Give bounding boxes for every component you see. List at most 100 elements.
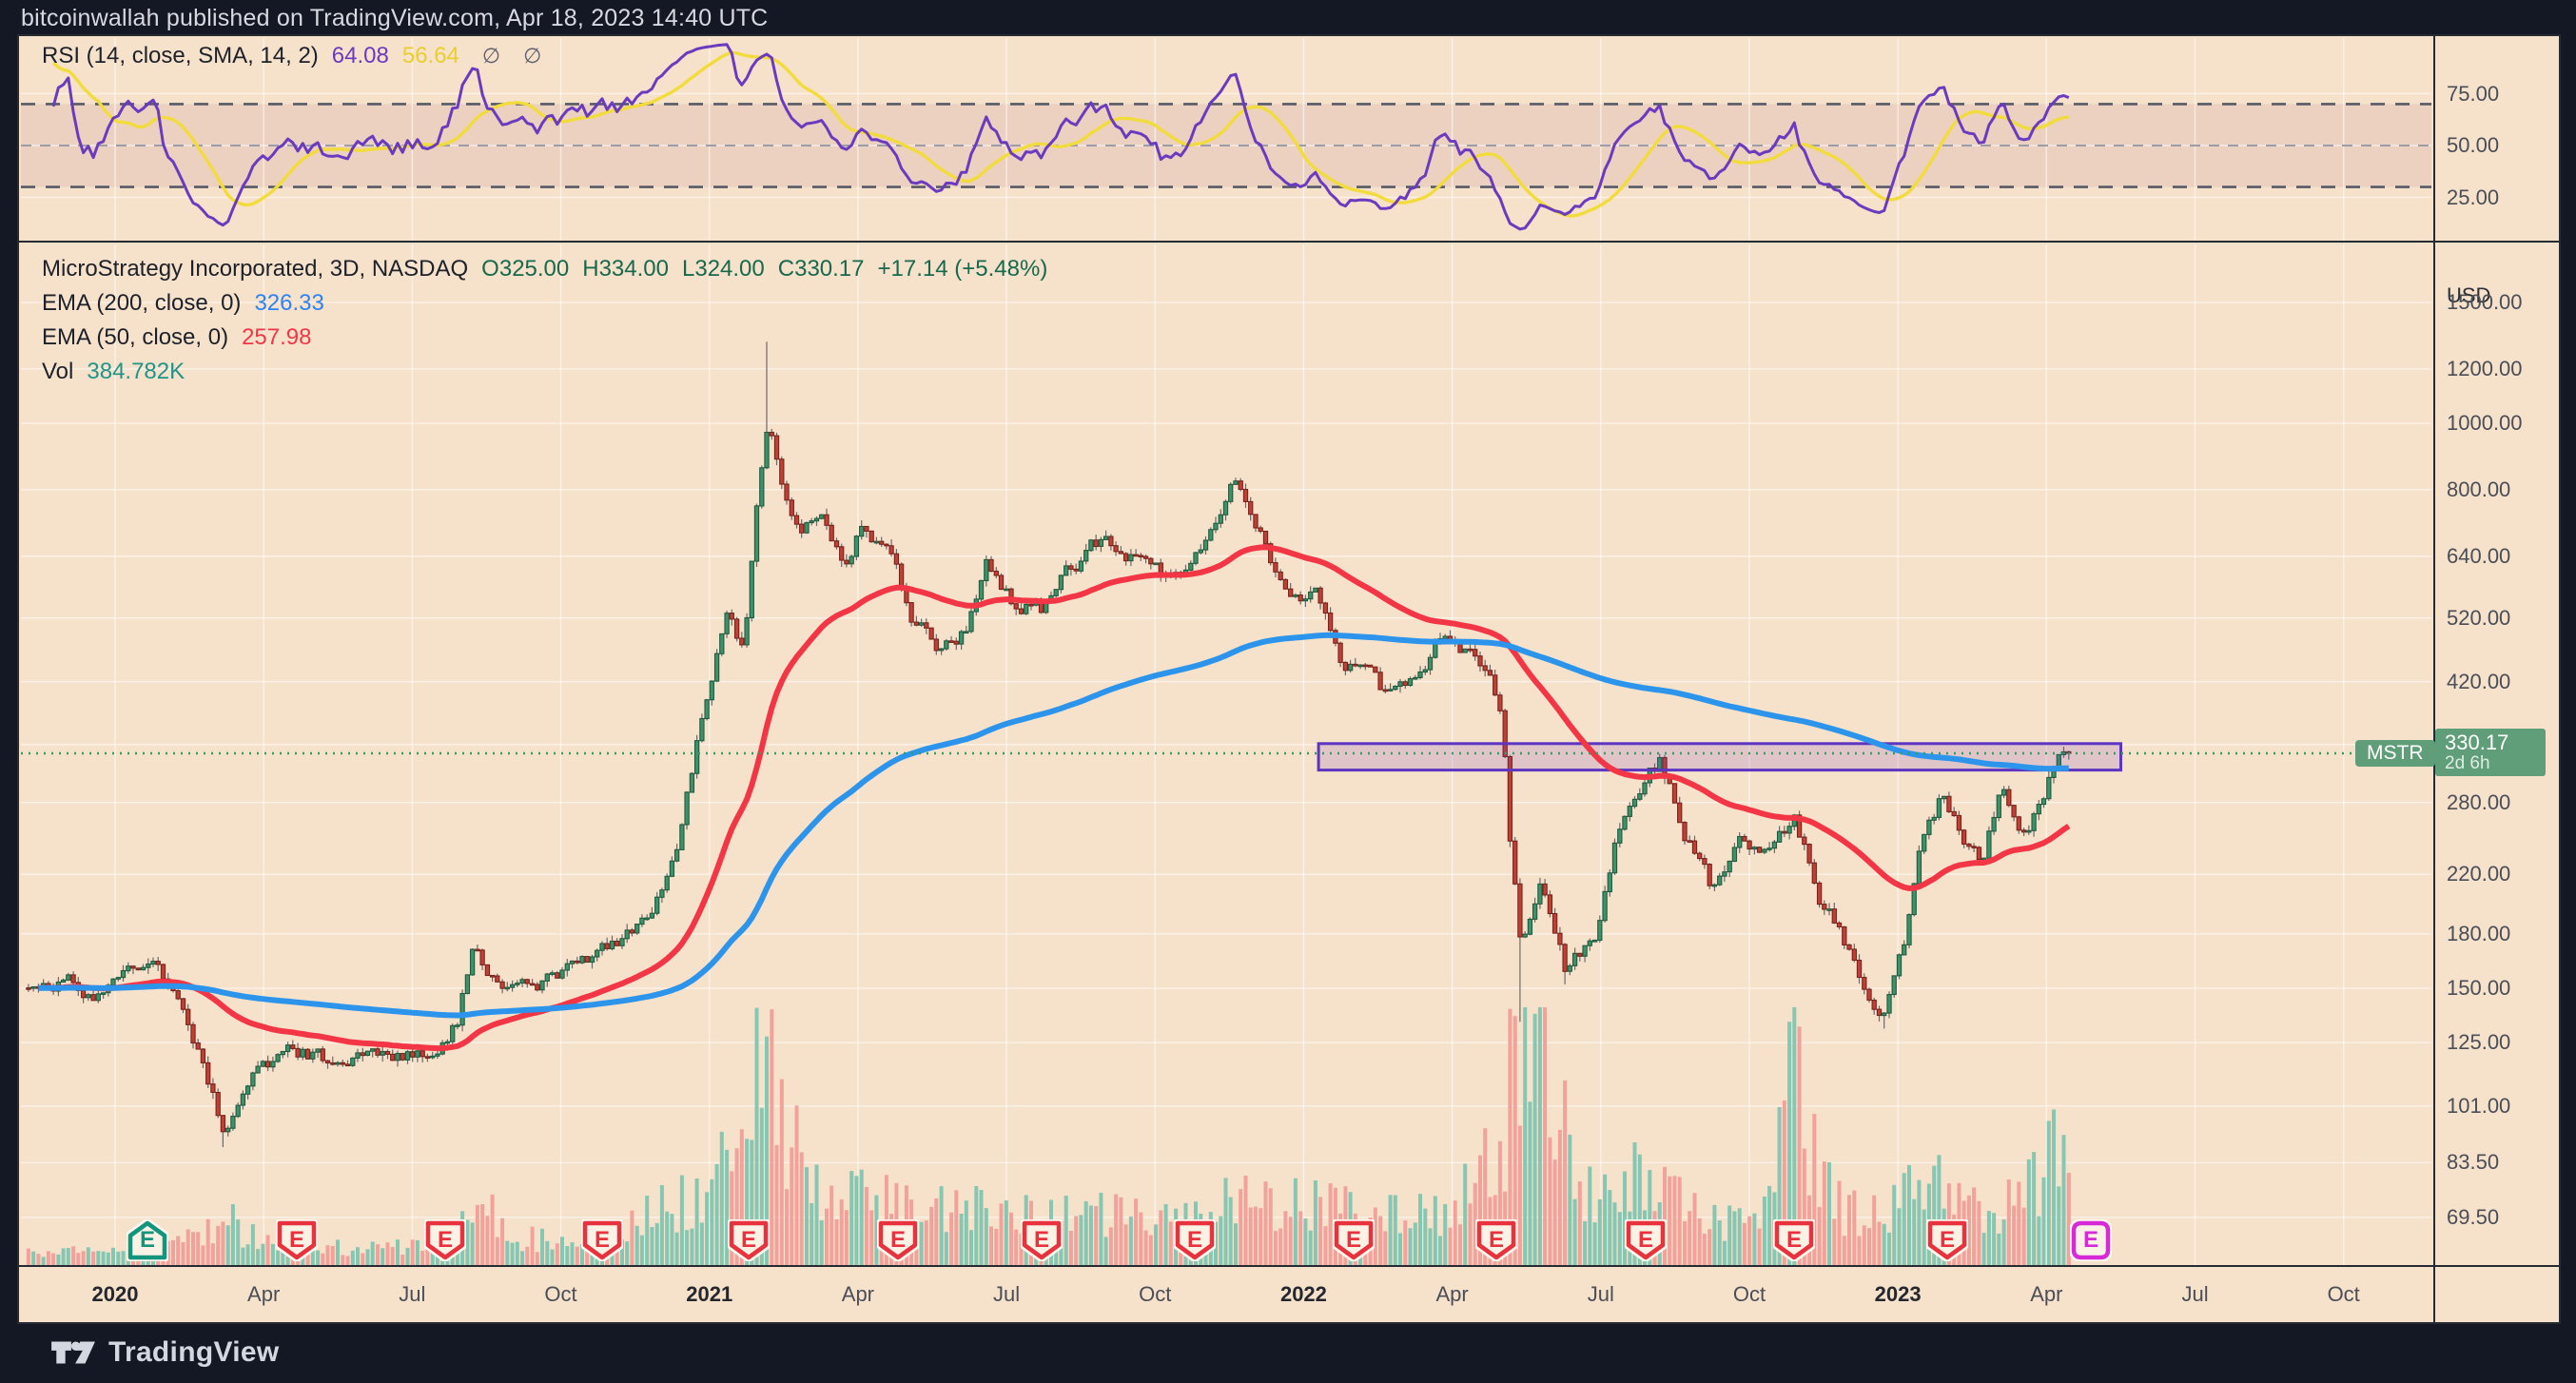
svg-text:E: E	[289, 1227, 304, 1253]
price-axis[interactable]: USD 1500.00 1200.00 1000.00 800.00 640.00 520…	[2435, 36, 2559, 1322]
volume-value: 384.782K	[87, 359, 185, 384]
svg-text:E: E	[438, 1227, 453, 1253]
price-tick: 800.00	[2447, 477, 2511, 501]
chart-background	[17, 34, 2561, 1324]
earnings-icon-down[interactable]: E	[423, 1218, 468, 1262]
earnings-icon-down[interactable]: E	[1623, 1218, 1668, 1262]
ema50-label: EMA (50, close, 0)	[42, 324, 229, 350]
earnings-icon-down[interactable]: E	[1331, 1218, 1376, 1262]
rsi-plot[interactable]	[19, 36, 2433, 243]
symbol-legend-row: MicroStrategy Incorporated, 3D, NASDAQ O…	[42, 256, 1047, 282]
volume-label: Vol	[42, 359, 74, 384]
price-axis-separator	[2433, 36, 2435, 1322]
price-tick: 280.00	[2447, 789, 2511, 814]
earnings-icon-down[interactable]: E	[727, 1218, 771, 1262]
svg-text:E: E	[1940, 1227, 1955, 1253]
rsi-tick: 25.00	[2447, 185, 2500, 209]
time-tick: 2020	[91, 1282, 139, 1306]
time-tick: Apr	[247, 1282, 281, 1306]
symbol-title: MicroStrategy Incorporated, 3D, NASDAQ	[42, 256, 469, 282]
last-price-value: 330.17	[2445, 730, 2509, 754]
ohlc-close: C330.17	[777, 256, 865, 282]
ohlc-high: H334.00	[582, 256, 669, 282]
time-tick: Oct	[1139, 1282, 1172, 1306]
time-tick: Jul	[399, 1282, 426, 1306]
svg-text:E: E	[890, 1227, 906, 1253]
ema50-value: 257.98	[242, 324, 312, 350]
earnings-icon-down[interactable]: E	[1474, 1218, 1519, 1262]
price-tick: 150.00	[2447, 976, 2511, 1000]
price-tick: 1500.00	[2447, 290, 2523, 314]
price-tick: 420.00	[2447, 669, 2511, 693]
price-tick: 69.50	[2447, 1204, 2500, 1229]
svg-text:E: E	[1786, 1227, 1802, 1253]
time-tick: Apr	[841, 1282, 875, 1306]
svg-text:E: E	[1489, 1227, 1504, 1253]
currency-label: USD	[2447, 283, 2491, 307]
price-plot[interactable]	[19, 243, 2433, 1267]
ema200-legend-row: EMA (200, close, 0) 326.33	[42, 290, 324, 317]
ohlc-change: +17.14 (+5.48%)	[877, 256, 1048, 282]
earnings-icon-down[interactable]: E	[1019, 1218, 1064, 1262]
svg-text:E: E	[1345, 1227, 1360, 1253]
tradingview-logo-icon[interactable]	[49, 1338, 97, 1367]
symbol-price-tag: MSTR	[2355, 740, 2435, 767]
time-tick: Oct	[544, 1282, 577, 1306]
rsi-hide-icon[interactable]: ∅	[481, 44, 501, 68]
publish-header: bitcoinwallah published on TradingView.c…	[0, 0, 2576, 36]
svg-text:E: E	[2083, 1227, 2098, 1253]
last-price-badge: 330.17 2d 6h	[2435, 729, 2546, 776]
time-tick: Apr	[2030, 1282, 2063, 1306]
svg-text:E: E	[1187, 1227, 1202, 1253]
time-axis[interactable]: 2020 Apr Jul Oct 2021 Apr Jul Oct 2022 Apr Jul Oct 2…	[19, 1267, 2433, 1322]
ema200-value: 326.33	[254, 290, 324, 316]
rsi-tick: 75.00	[2447, 81, 2500, 106]
price-tick: 220.00	[2447, 862, 2511, 886]
price-tick: 1000.00	[2447, 410, 2523, 435]
price-tick: 83.50	[2447, 1150, 2500, 1175]
earnings-icon-down[interactable]: E	[1771, 1218, 1816, 1262]
time-tick: Oct	[1732, 1282, 1766, 1306]
price-tick: 520.00	[2447, 605, 2511, 630]
price-tick: 640.00	[2447, 543, 2511, 568]
rsi-value: 64.08	[331, 43, 389, 68]
price-tick: 1200.00	[2447, 356, 2523, 380]
svg-text:E: E	[741, 1227, 756, 1253]
rsi-legend-title: RSI (14, close, SMA, 14, 2)	[42, 43, 319, 68]
price-tick: 180.00	[2447, 921, 2511, 945]
bar-countdown: 2d 6h	[2445, 753, 2490, 773]
time-tick: Jul	[1587, 1282, 1614, 1306]
earnings-icon-down[interactable]: E	[275, 1218, 320, 1262]
svg-text:E: E	[595, 1227, 610, 1253]
rsi-source-icon[interactable]: ∅	[523, 44, 542, 68]
earnings-icon-down[interactable]: E	[1925, 1218, 1970, 1262]
ema200-label: EMA (200, close, 0)	[42, 290, 242, 316]
time-tick: 2023	[1874, 1282, 1922, 1306]
pane-separator[interactable]	[19, 241, 2559, 243]
earnings-icon-upcoming[interactable]: E	[2069, 1218, 2114, 1262]
price-tick: 125.00	[2447, 1030, 2511, 1055]
volume-legend-row: Vol 384.782K	[42, 359, 185, 385]
time-tick: Jul	[2181, 1282, 2209, 1306]
time-tick: Oct	[2327, 1282, 2360, 1306]
earnings-icon-down[interactable]: E	[579, 1218, 624, 1262]
rsi-legend: RSI (14, close, SMA, 14, 2) 64.08 56.64 …	[42, 43, 541, 69]
ohlc-open: O325.00	[481, 256, 570, 282]
time-tick: 2022	[1279, 1282, 1327, 1306]
ema50-legend-row: EMA (50, close, 0) 257.98	[42, 324, 311, 351]
time-tick: Apr	[1435, 1282, 1469, 1306]
time-tick: 2021	[686, 1282, 733, 1306]
tradingview-brand[interactable]: TradingView	[108, 1336, 280, 1368]
rsi-signal-value: 56.64	[401, 43, 459, 68]
earnings-icon-down[interactable]: E	[1172, 1218, 1217, 1262]
time-tick: Jul	[993, 1282, 1021, 1306]
earnings-icon-down[interactable]: E	[875, 1218, 920, 1262]
svg-text:E: E	[1638, 1227, 1653, 1253]
footer: TradingView	[0, 1322, 2576, 1383]
publish-header-text: bitcoinwallah published on TradingView.c…	[21, 5, 769, 31]
time-axis-separator	[19, 1265, 2559, 1267]
svg-text:E: E	[140, 1227, 155, 1253]
earnings-icon-up[interactable]: E	[125, 1218, 169, 1262]
price-tick: 101.00	[2447, 1093, 2511, 1118]
